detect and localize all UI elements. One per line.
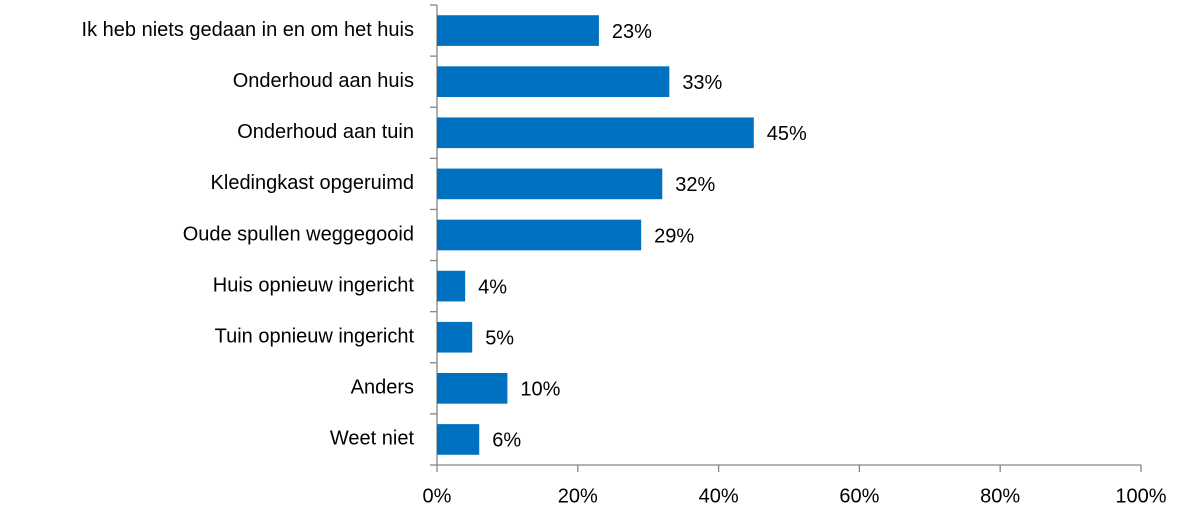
bar xyxy=(437,117,754,149)
data-label: 33% xyxy=(682,72,722,94)
y-tick-label: Onderhoud aan tuin xyxy=(237,121,414,143)
data-label: 23% xyxy=(612,21,652,43)
bar xyxy=(437,15,599,46)
bar xyxy=(437,321,473,353)
data-label: 32% xyxy=(675,174,715,196)
y-tick-label: Anders xyxy=(351,377,414,399)
data-label: 10% xyxy=(520,379,560,401)
x-tick-label: 0% xyxy=(423,485,452,507)
y-tick-label: Tuin opnieuw ingericht xyxy=(215,326,415,348)
x-tick-label: 80% xyxy=(980,485,1020,507)
data-label: 4% xyxy=(478,276,507,298)
y-tick-label: Onderhoud aan huis xyxy=(233,70,414,92)
data-label: 29% xyxy=(654,225,694,247)
bar xyxy=(437,219,642,251)
y-tick-label: Ik heb niets gedaan in en om het huis xyxy=(82,19,414,41)
bar xyxy=(437,270,466,302)
bar xyxy=(437,424,480,455)
data-label: 5% xyxy=(485,328,514,350)
x-tick-label: 40% xyxy=(699,485,739,507)
y-tick-label: Kledingkast opgeruimd xyxy=(211,172,414,194)
y-tick-label: Weet niet xyxy=(330,428,415,450)
data-label: 6% xyxy=(492,430,521,452)
x-tick-label: 60% xyxy=(839,485,879,507)
y-tick-label: Oude spullen weggegooid xyxy=(183,223,414,245)
bar xyxy=(437,373,508,404)
bar xyxy=(437,168,663,200)
x-tick-label: 20% xyxy=(558,485,598,507)
y-tick-label: Huis opnieuw ingericht xyxy=(213,274,415,296)
data-label: 45% xyxy=(767,123,807,145)
x-tick-label: 100% xyxy=(1115,485,1166,507)
bar xyxy=(437,66,670,97)
